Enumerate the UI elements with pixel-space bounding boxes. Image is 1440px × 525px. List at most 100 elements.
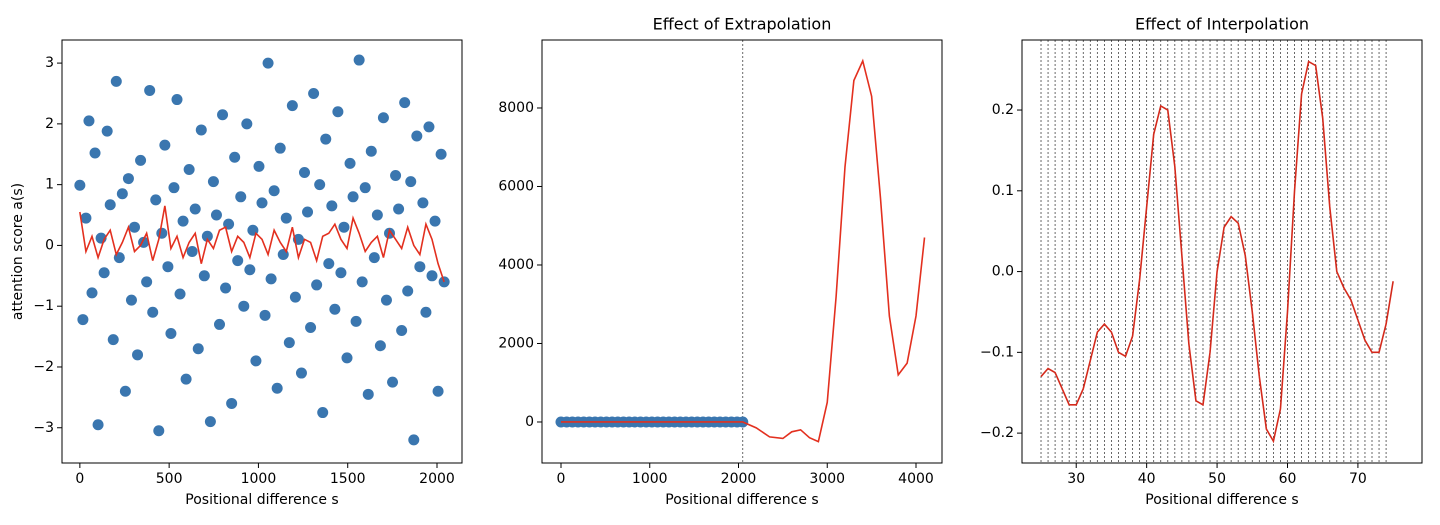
scatter-point (110, 75, 122, 87)
scatter-point (259, 309, 271, 321)
scatter-point (250, 355, 262, 367)
scatter-point (156, 227, 168, 239)
scatter-point (86, 287, 98, 299)
scatter-point (256, 197, 268, 209)
scatter-point (232, 255, 244, 267)
x-tick-label: 50 (1208, 471, 1226, 487)
y-axis-label: attention score a(s) (10, 183, 26, 320)
y-tick-label: 6000 (498, 178, 534, 194)
y-tick-label: −1 (33, 298, 54, 314)
scatter-point (420, 306, 432, 318)
scatter-point (274, 142, 286, 154)
scatter-point (238, 300, 250, 312)
scatter-point (98, 267, 110, 279)
scatter-point (92, 419, 104, 431)
x-tick-label: 40 (1138, 471, 1156, 487)
scatter-point (226, 397, 238, 409)
scatter-point (417, 197, 429, 209)
scatter-point (229, 151, 241, 163)
axes-frame (61, 39, 463, 464)
scatter-point (314, 179, 326, 191)
scatter-point (338, 221, 350, 233)
y-tick-label: −0.1 (980, 344, 1014, 360)
scatter-point (253, 160, 265, 172)
scatter-point (317, 407, 329, 419)
scatter-point (214, 318, 225, 330)
scatter-point (186, 246, 198, 257)
y-tick-label: 8000 (498, 100, 534, 116)
scatter-point (374, 340, 386, 352)
x-axis-label: Positional difference s (185, 492, 338, 508)
scatter-point (159, 139, 171, 151)
scatter-point (162, 261, 174, 273)
scatter-point (429, 215, 441, 227)
scatter-point (280, 212, 292, 224)
scatter-point (320, 133, 332, 145)
x-tick-label: 2000 (419, 471, 455, 487)
scatter-point (144, 84, 156, 96)
scatter-point (359, 182, 371, 194)
x-tick-label: 500 (156, 471, 183, 487)
scatter-point (405, 176, 417, 188)
scatter-point (262, 57, 274, 69)
scatter-point (241, 118, 253, 130)
scatter-point (101, 125, 113, 137)
axes-frame (541, 39, 943, 464)
scatter-point (153, 425, 165, 437)
scatter-point (350, 315, 362, 327)
scatter-point (204, 416, 216, 428)
scatter-point (268, 185, 280, 197)
scatter-point (192, 343, 204, 355)
x-tick-label: 1500 (330, 471, 366, 487)
scatter-point (125, 294, 137, 306)
chart-title: Effect of Interpolation (1135, 15, 1309, 34)
scatter-point (89, 147, 101, 159)
scatter-point (141, 276, 153, 288)
scatter-point (283, 337, 295, 349)
scatter-point (74, 179, 86, 191)
scatter-point (210, 209, 222, 221)
scatter-point (414, 261, 426, 273)
scatter-point (380, 294, 392, 306)
x-tick-label: 0 (75, 471, 84, 487)
scatter-point (174, 288, 186, 300)
scatter-point (341, 352, 353, 364)
scatter-point (116, 188, 128, 200)
scatter-point (83, 115, 95, 127)
scatter-point (408, 434, 420, 446)
scatter-point (147, 306, 159, 318)
y-tick-label: 2000 (498, 335, 534, 351)
scatter-point (305, 321, 317, 333)
scatter-point (286, 100, 298, 112)
scatter-point (132, 349, 144, 361)
x-axis-label: Positional difference s (665, 492, 818, 508)
scatter-point (119, 385, 131, 397)
scatter-point (432, 385, 444, 397)
scatter-point (77, 314, 89, 326)
scatter-point (362, 388, 374, 400)
scatter-point (323, 258, 335, 270)
scatter-point (299, 166, 310, 178)
scatter-point (217, 109, 229, 121)
scatter-point (402, 285, 414, 297)
scatter-point (295, 367, 307, 379)
scatter-point (171, 94, 183, 106)
y-tick-label: 3 (45, 55, 54, 71)
y-tick-label: 4000 (498, 257, 534, 273)
scatter-point (201, 230, 213, 242)
scatter-point (235, 191, 247, 203)
scatter-point (302, 206, 314, 218)
scatter-point (135, 154, 147, 166)
scatter-point (129, 221, 140, 233)
scatter-point (308, 87, 320, 99)
line-series (79, 205, 445, 283)
scatter-point (356, 276, 368, 288)
x-axis-label: Positional difference s (1145, 492, 1298, 508)
scatter-point (289, 291, 301, 303)
scatter-point (183, 163, 195, 175)
scatter-point (426, 270, 438, 282)
scatter-point (180, 373, 192, 385)
y-tick-label: 0 (525, 414, 534, 430)
y-tick-label: 0.1 (992, 183, 1014, 199)
scatter-point (189, 203, 201, 215)
